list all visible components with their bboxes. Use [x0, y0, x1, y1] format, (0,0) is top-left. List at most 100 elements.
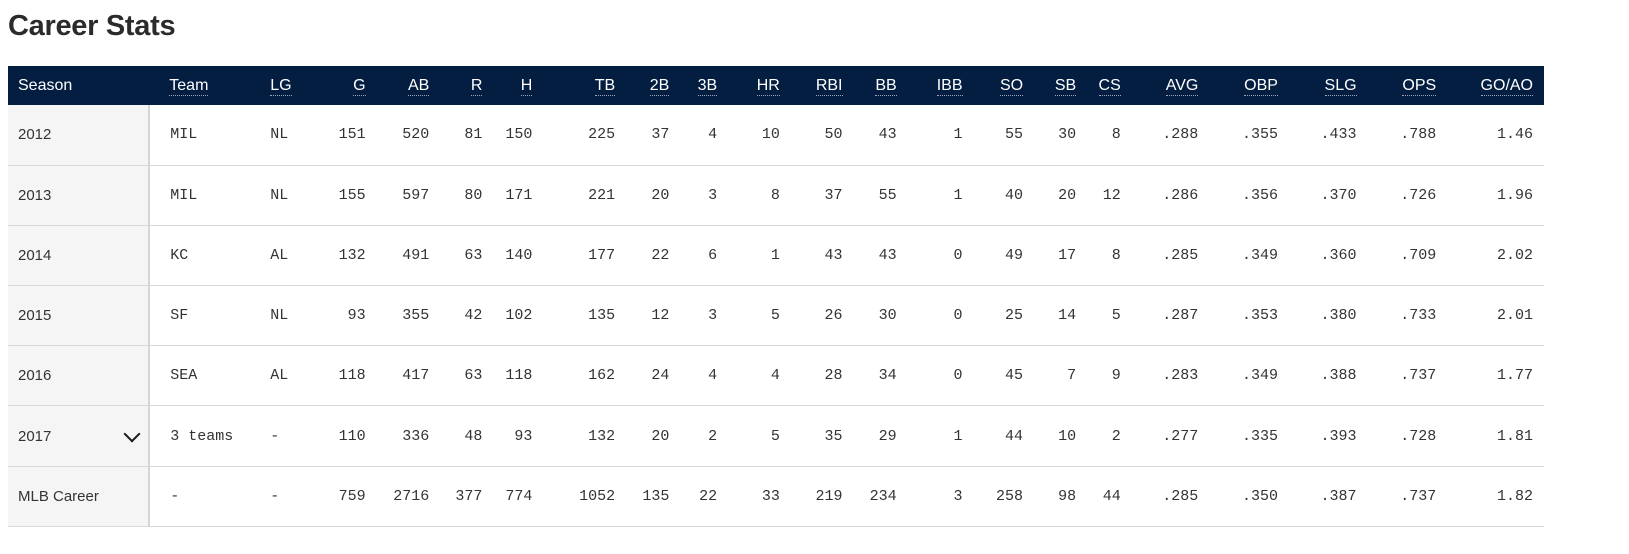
cell-value-hr: 5	[770, 307, 780, 325]
cell-value-sb: 14	[1058, 307, 1077, 325]
column-header-rbi[interactable]: RBI	[791, 66, 854, 105]
cell-slg: .387	[1289, 466, 1368, 526]
column-header-label: TB	[594, 76, 616, 96]
cell-value-goao: 2.02	[1496, 246, 1533, 264]
cell-tb: 162	[543, 346, 626, 406]
cell-value-goao: 1.82	[1496, 487, 1533, 505]
cell-value-ab: 520	[402, 126, 430, 144]
column-header-ab[interactable]: AB	[377, 66, 441, 105]
cell-rbi: 219	[791, 466, 854, 526]
cell-value-slg: .370	[1320, 186, 1357, 204]
cell-sb: 14	[1034, 286, 1087, 346]
cell-so: 44	[974, 406, 1035, 466]
cell-value-r: 48	[464, 427, 483, 445]
column-header-label: HR	[756, 76, 780, 96]
cell-value-b3: 4	[708, 367, 718, 385]
column-header-r[interactable]: R	[440, 66, 493, 105]
cell-value-rbi: 43	[824, 246, 843, 264]
column-header-lg[interactable]: LG	[268, 66, 317, 105]
cell-value-lg: NL	[270, 186, 289, 204]
cell-ab: 417	[377, 346, 441, 406]
cell-value-hr: 8	[770, 186, 780, 204]
cell-g: 93	[317, 286, 376, 346]
cell-value-rbi: 26	[824, 307, 843, 325]
column-header-tb[interactable]: TB	[543, 66, 626, 105]
cell-value-slg: .393	[1320, 427, 1357, 445]
column-header-label: SO	[999, 76, 1024, 96]
cell-value-g: 118	[338, 367, 366, 385]
chevron-down-icon[interactable]	[123, 425, 141, 443]
column-header-obp[interactable]: OBP	[1209, 66, 1289, 105]
column-header-bb[interactable]: BB	[854, 66, 908, 105]
cell-value-avg: .287	[1162, 307, 1199, 325]
cell-value-obp: .349	[1241, 367, 1278, 385]
column-header-cs[interactable]: CS	[1087, 66, 1132, 105]
cell-b2: 22	[626, 225, 680, 285]
cell-ops: .737	[1368, 466, 1448, 526]
cell-value-bb: 234	[869, 487, 897, 505]
cell-h: 93	[493, 406, 543, 466]
column-header-label: 2B	[649, 76, 670, 96]
cell-value-sb: 20	[1058, 186, 1077, 204]
column-header-g[interactable]: G	[317, 66, 376, 105]
cell-value-ibb: 1	[953, 126, 963, 144]
cell-value-b3: 2	[708, 427, 718, 445]
cell-value-lg: -	[270, 427, 280, 445]
cell-value-ibb: 3	[953, 487, 963, 505]
cell-value-so: 25	[1005, 307, 1024, 325]
cell-value-h: 102	[505, 307, 533, 325]
cell-rbi: 50	[791, 105, 854, 165]
column-header-team[interactable]: Team	[149, 66, 268, 105]
cell-value-ab: 491	[402, 246, 430, 264]
column-header-ibb[interactable]: IBB	[908, 66, 974, 105]
cell-ab: 355	[377, 286, 441, 346]
column-header-b3[interactable]: 3B	[680, 66, 728, 105]
table-row: 2016 SEA AL 118 417 63 118 162 24 4 4 28 34 0 45 7 9 .283…	[8, 345, 1544, 406]
cell-goao: 1.77	[1447, 346, 1544, 406]
table-row: 2015 SF NL 93 355 42 102 135 12 3 5 26 30 0 25 14 5 .287.…	[8, 285, 1544, 346]
cell-ibb: 0	[908, 225, 974, 285]
column-header-slg[interactable]: SLG	[1289, 66, 1368, 105]
column-header-b2[interactable]: 2B	[626, 66, 680, 105]
cell-b3: 3	[680, 286, 728, 346]
cell-value-slg: .433	[1320, 126, 1357, 144]
cell-obp: .349	[1209, 346, 1289, 406]
column-header-avg[interactable]: AVG	[1132, 66, 1210, 105]
cell-cs: 8	[1087, 225, 1132, 285]
cell-b2: 37	[626, 105, 680, 165]
cell-r: 48	[440, 406, 493, 466]
column-header-sb[interactable]: SB	[1034, 66, 1087, 105]
cell-team: KC	[149, 225, 268, 285]
cell-value-ab: 336	[402, 427, 430, 445]
cell-value-hr: 4	[770, 367, 780, 385]
cell-value-rbi: 35	[824, 427, 843, 445]
column-header-ops[interactable]: OPS	[1368, 66, 1448, 105]
cell-value-h: 171	[505, 186, 533, 204]
column-header-h[interactable]: H	[493, 66, 543, 105]
column-header-hr[interactable]: HR	[728, 66, 791, 105]
cell-goao: 1.81	[1447, 406, 1544, 466]
column-header-so[interactable]: SO	[974, 66, 1035, 105]
column-header-goao[interactable]: GO/AO	[1447, 66, 1544, 105]
cell-value-r: 42	[464, 307, 483, 325]
cell-ibb: 3	[908, 466, 974, 526]
cell-season: 2013	[8, 165, 151, 226]
column-header-label: OBP	[1244, 76, 1278, 96]
cell-value-season: 2016	[18, 367, 52, 385]
cell-value-b2: 24	[651, 367, 670, 385]
cell-value-hr: 10	[761, 126, 780, 144]
cell-value-season: 2017	[18, 427, 52, 445]
cell-value-season: MLB Career	[18, 487, 99, 505]
cell-lg: NL	[268, 105, 317, 165]
cell-bb: 29	[854, 406, 908, 466]
column-header-label: G	[353, 76, 366, 96]
cell-value-ops: .788	[1400, 126, 1437, 144]
cell-value-ops: .726	[1400, 186, 1437, 204]
cell-season: 2015	[8, 285, 151, 346]
cell-avg: .283	[1132, 346, 1210, 406]
cell-value-team: SEA	[170, 367, 198, 385]
cell-hr: 5	[728, 406, 791, 466]
cell-value-team: MIL	[170, 126, 198, 144]
cell-value-tb: 177	[588, 246, 616, 264]
cell-tb: 177	[543, 225, 626, 285]
